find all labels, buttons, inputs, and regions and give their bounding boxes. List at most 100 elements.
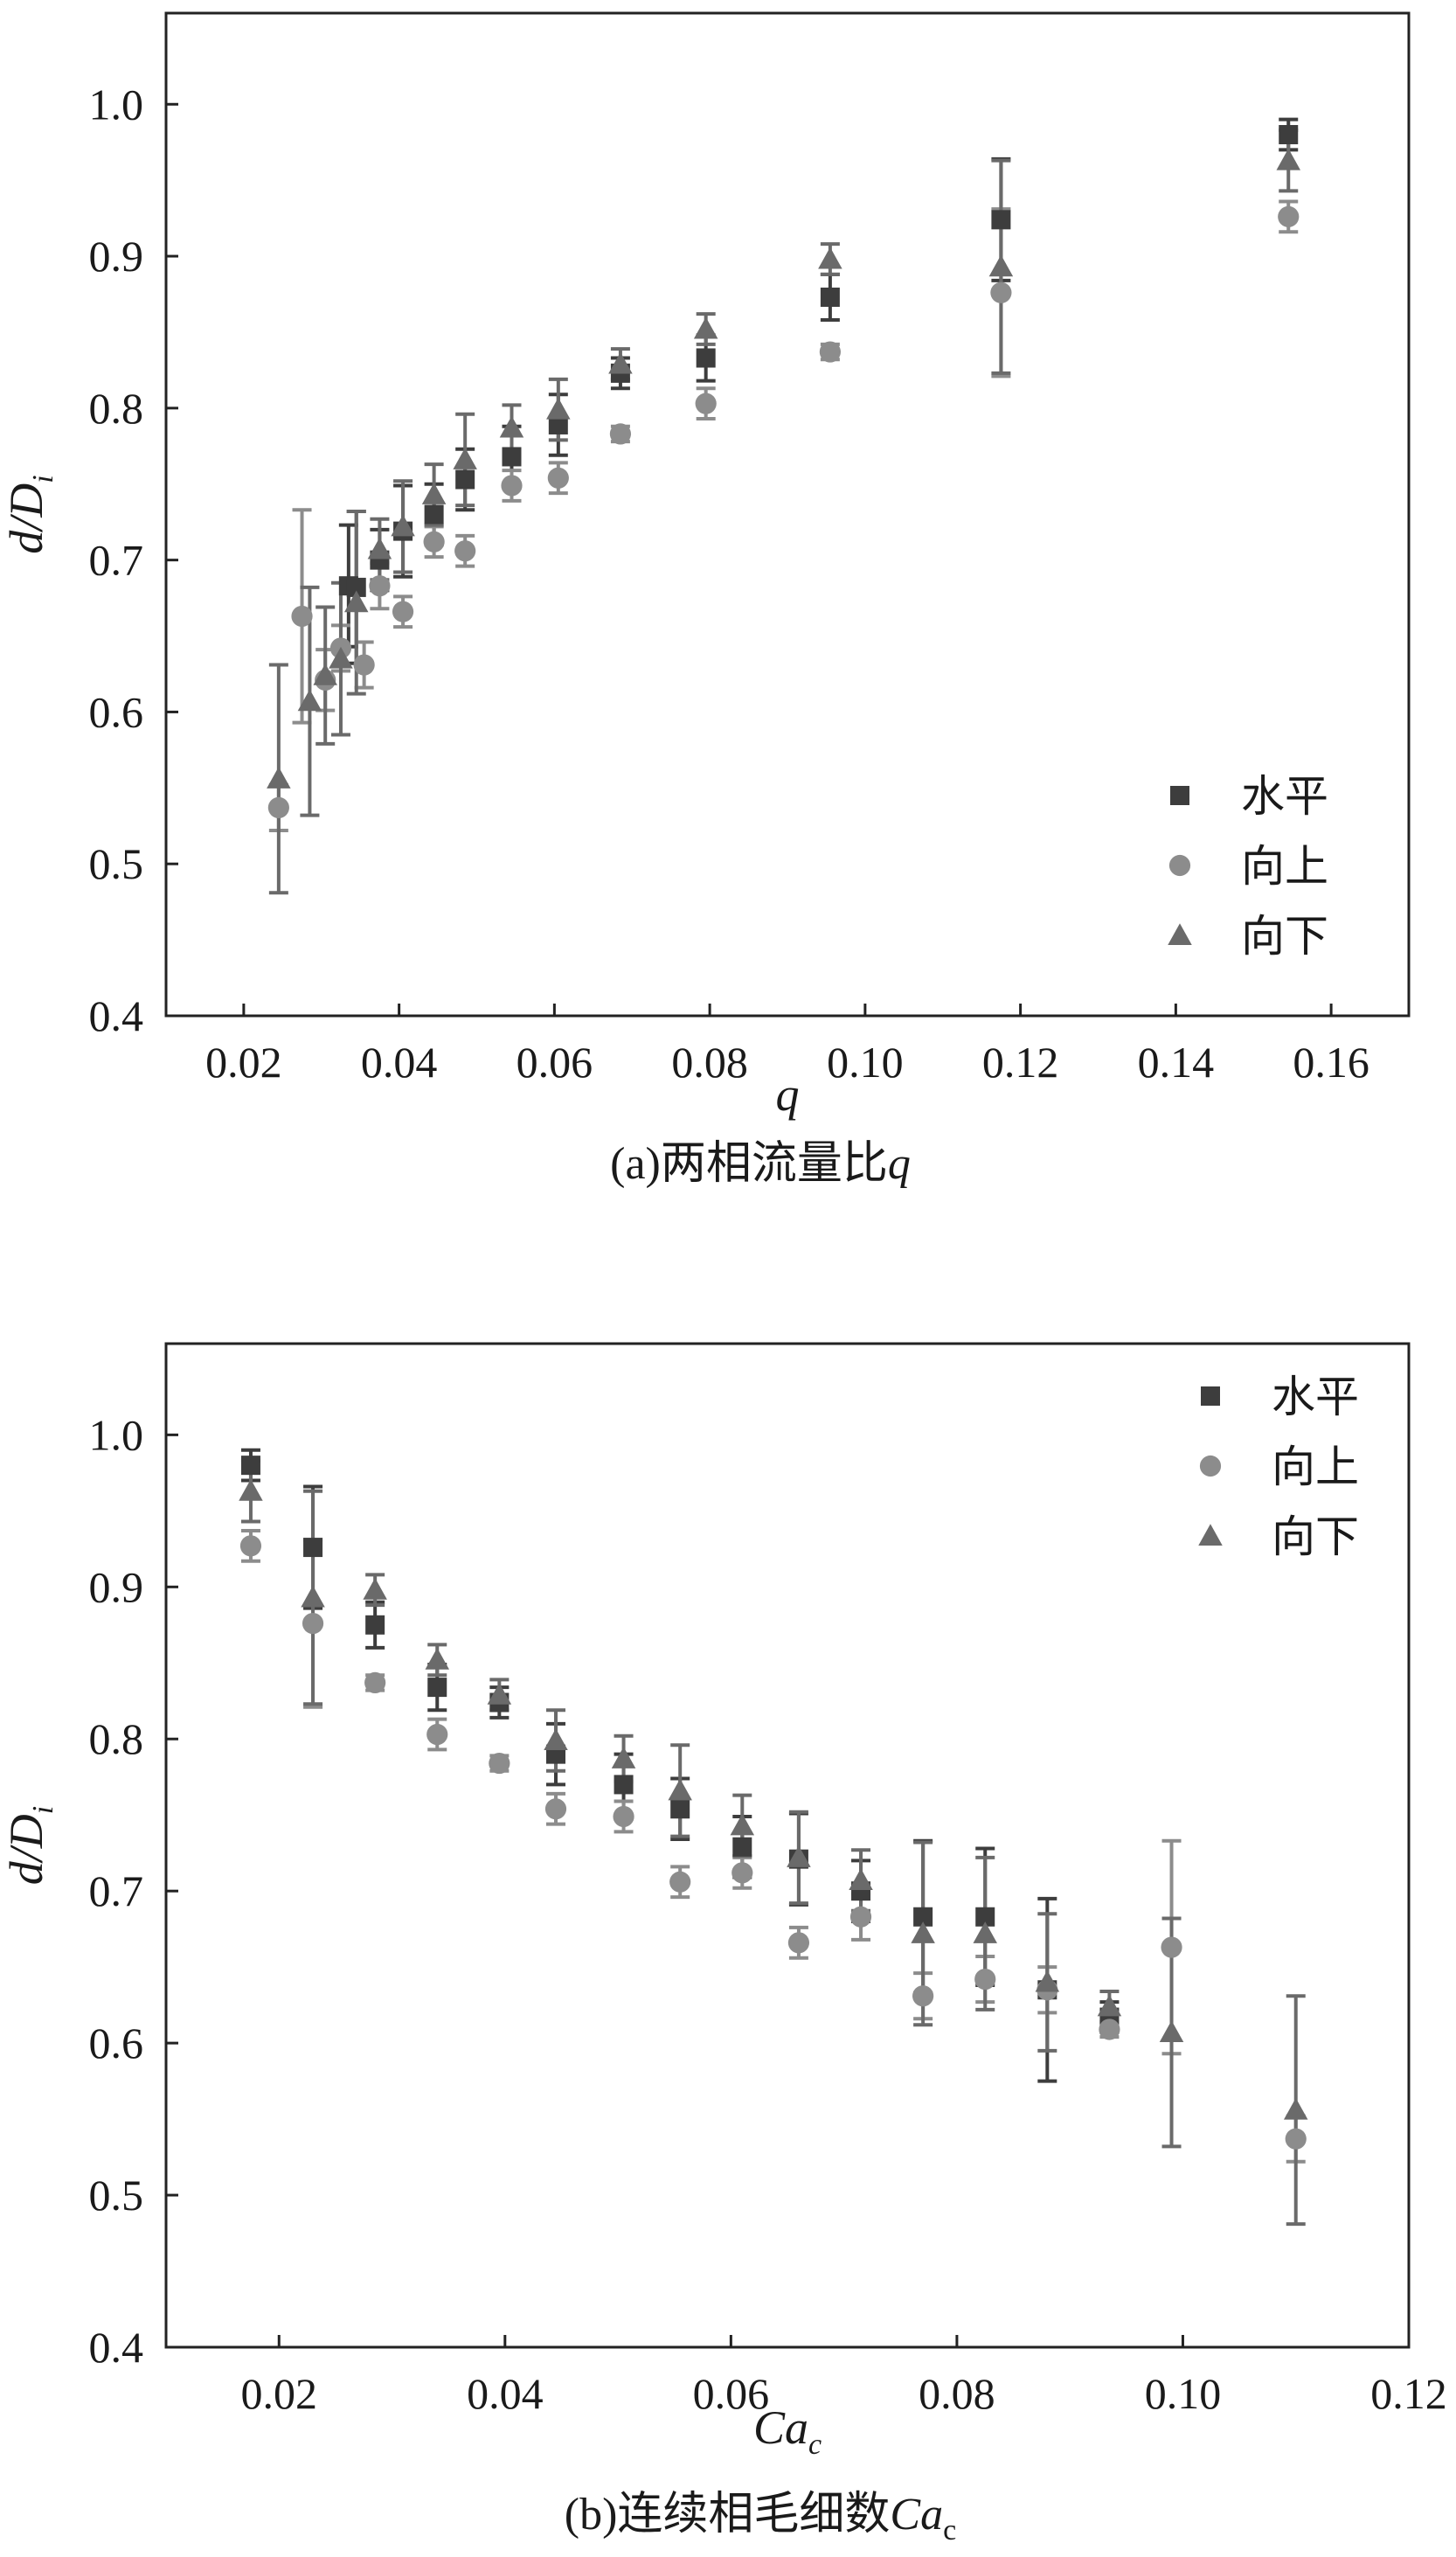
circle-point bbox=[1285, 2128, 1307, 2150]
legend-item: 向上 bbox=[1199, 1442, 1359, 1492]
circle-point bbox=[364, 1671, 386, 1693]
circle-point bbox=[239, 1535, 262, 1557]
square-point bbox=[614, 1775, 634, 1795]
square-point bbox=[732, 1837, 752, 1857]
circle-point bbox=[731, 1862, 753, 1884]
y-axis-label: d/Di bbox=[0, 475, 59, 553]
square-point bbox=[240, 1456, 260, 1476]
y-tick-label: 0.9 bbox=[89, 232, 144, 281]
triangle-point bbox=[363, 1578, 387, 1600]
y-axis-label-sub: i bbox=[27, 475, 59, 483]
triangle-point bbox=[911, 1921, 935, 1943]
circle-point bbox=[1161, 1936, 1182, 1958]
y-axis-label: d/Di bbox=[0, 1806, 59, 1885]
caption-var: Ca bbox=[890, 2490, 943, 2540]
triangle-point bbox=[546, 397, 571, 420]
square-point bbox=[1279, 125, 1299, 145]
triangle-point bbox=[487, 1683, 512, 1705]
errorbar-layer bbox=[268, 117, 1299, 895]
y-tick-label: 0.8 bbox=[89, 384, 144, 433]
errorbar-layer bbox=[240, 1448, 1306, 2227]
legend-item: 水平 bbox=[1170, 771, 1328, 822]
circle-point bbox=[489, 1752, 510, 1775]
circle-point bbox=[302, 1612, 324, 1635]
circle-point bbox=[426, 1723, 448, 1746]
triangle-point bbox=[818, 247, 842, 269]
triangle-point bbox=[301, 1585, 325, 1608]
circle-point bbox=[267, 796, 289, 819]
triangle-point bbox=[693, 316, 718, 339]
y-tick-label: 0.6 bbox=[89, 687, 144, 736]
legend-label: 向下 bbox=[1241, 911, 1328, 962]
x-tick-label: 0.14 bbox=[1138, 1038, 1215, 1087]
legend-label: 向上 bbox=[1272, 1442, 1359, 1492]
caption-text: (a)两相流量比 bbox=[610, 1139, 888, 1189]
legend-square-icon bbox=[1201, 1386, 1220, 1406]
triangle-point bbox=[421, 483, 447, 504]
square-point bbox=[346, 577, 366, 597]
triangle-point bbox=[988, 254, 1014, 277]
triangle-point bbox=[297, 689, 322, 712]
circle-point bbox=[819, 341, 841, 363]
triangle-point bbox=[608, 351, 633, 374]
circle-point bbox=[1278, 205, 1300, 227]
circle-point bbox=[353, 654, 375, 676]
triangle-point bbox=[544, 1728, 568, 1750]
x-tick-label: 0.12 bbox=[1370, 2369, 1447, 2418]
circle-point bbox=[974, 1968, 996, 1991]
square-point bbox=[427, 1678, 447, 1698]
circle-point bbox=[669, 1871, 691, 1893]
x-tick-label: 0.04 bbox=[361, 1038, 438, 1087]
tick-layer: 0.02 0.04 0.06 0.08 0.10 0.12 0.14 0.16 0.4 0.5 0.… bbox=[89, 80, 1369, 1087]
y-tick-label: 0.9 bbox=[89, 1562, 144, 1611]
panel-caption: (b)连续相毛细数Cac bbox=[565, 2490, 956, 2547]
y-tick-label: 0.4 bbox=[89, 2323, 144, 2372]
triangle-point bbox=[343, 590, 369, 613]
chart-panel-b: 0.02 0.04 0.06 0.08 0.10 0.12 0.4 0.5 0.6 0.7 0.8 0… bbox=[0, 1342, 1447, 2547]
triangle-point bbox=[1159, 2020, 1184, 2042]
point-layer bbox=[239, 1456, 1308, 2150]
y-tick-label: 0.7 bbox=[89, 1866, 144, 1915]
triangle-point bbox=[1283, 2097, 1308, 2120]
legend-item: 向下 bbox=[1198, 1511, 1359, 1562]
circle-point bbox=[291, 605, 313, 628]
triangle-point bbox=[1097, 1994, 1122, 2017]
legend-triangle-icon bbox=[1198, 1524, 1223, 1546]
triangle-point bbox=[849, 1868, 873, 1891]
square-point bbox=[365, 1615, 385, 1635]
square-point bbox=[303, 1538, 323, 1558]
x-axis-label: q bbox=[776, 1068, 800, 1121]
triangle-point bbox=[499, 415, 524, 438]
x-tick-label: 0.04 bbox=[467, 2369, 544, 2418]
square-point bbox=[455, 469, 475, 490]
x-tick-label: 0.06 bbox=[517, 1038, 593, 1087]
circle-point bbox=[787, 1932, 810, 1954]
circle-point bbox=[990, 281, 1012, 303]
legend-triangle-icon bbox=[1168, 923, 1192, 945]
y-tick-label: 1.0 bbox=[89, 80, 144, 129]
triangle-point bbox=[973, 1921, 997, 1943]
circle-point bbox=[423, 531, 445, 552]
legend-item: 向下 bbox=[1168, 911, 1328, 962]
plot-frame bbox=[164, 1342, 1411, 2349]
y-tick-label: 0.5 bbox=[89, 2171, 144, 2220]
square-point bbox=[502, 447, 522, 467]
triangle-point bbox=[611, 1747, 636, 1768]
square-point bbox=[670, 1799, 690, 1819]
legend-square-icon bbox=[1170, 786, 1189, 805]
y-tick-label: 1.0 bbox=[89, 1410, 144, 1459]
x-tick-label: 0.02 bbox=[205, 1038, 282, 1087]
x-tick-label: 0.06 bbox=[693, 2369, 770, 2418]
panel-caption: (a)两相流量比q bbox=[610, 1139, 911, 1189]
chart-panel-a: 0.02 0.04 0.06 0.08 0.10 0.12 0.14 0.16 0.4 0.5 0.… bbox=[0, 11, 1411, 1189]
circle-point bbox=[454, 540, 476, 562]
y-tick-label: 0.5 bbox=[89, 839, 144, 888]
square-point bbox=[424, 504, 444, 525]
x-tick-label: 0.08 bbox=[919, 2369, 995, 2418]
x-axis-label-main: Ca bbox=[753, 2401, 808, 2454]
circle-point bbox=[392, 601, 414, 622]
square-point bbox=[991, 210, 1011, 230]
x-tick-label: 0.10 bbox=[827, 1038, 904, 1087]
